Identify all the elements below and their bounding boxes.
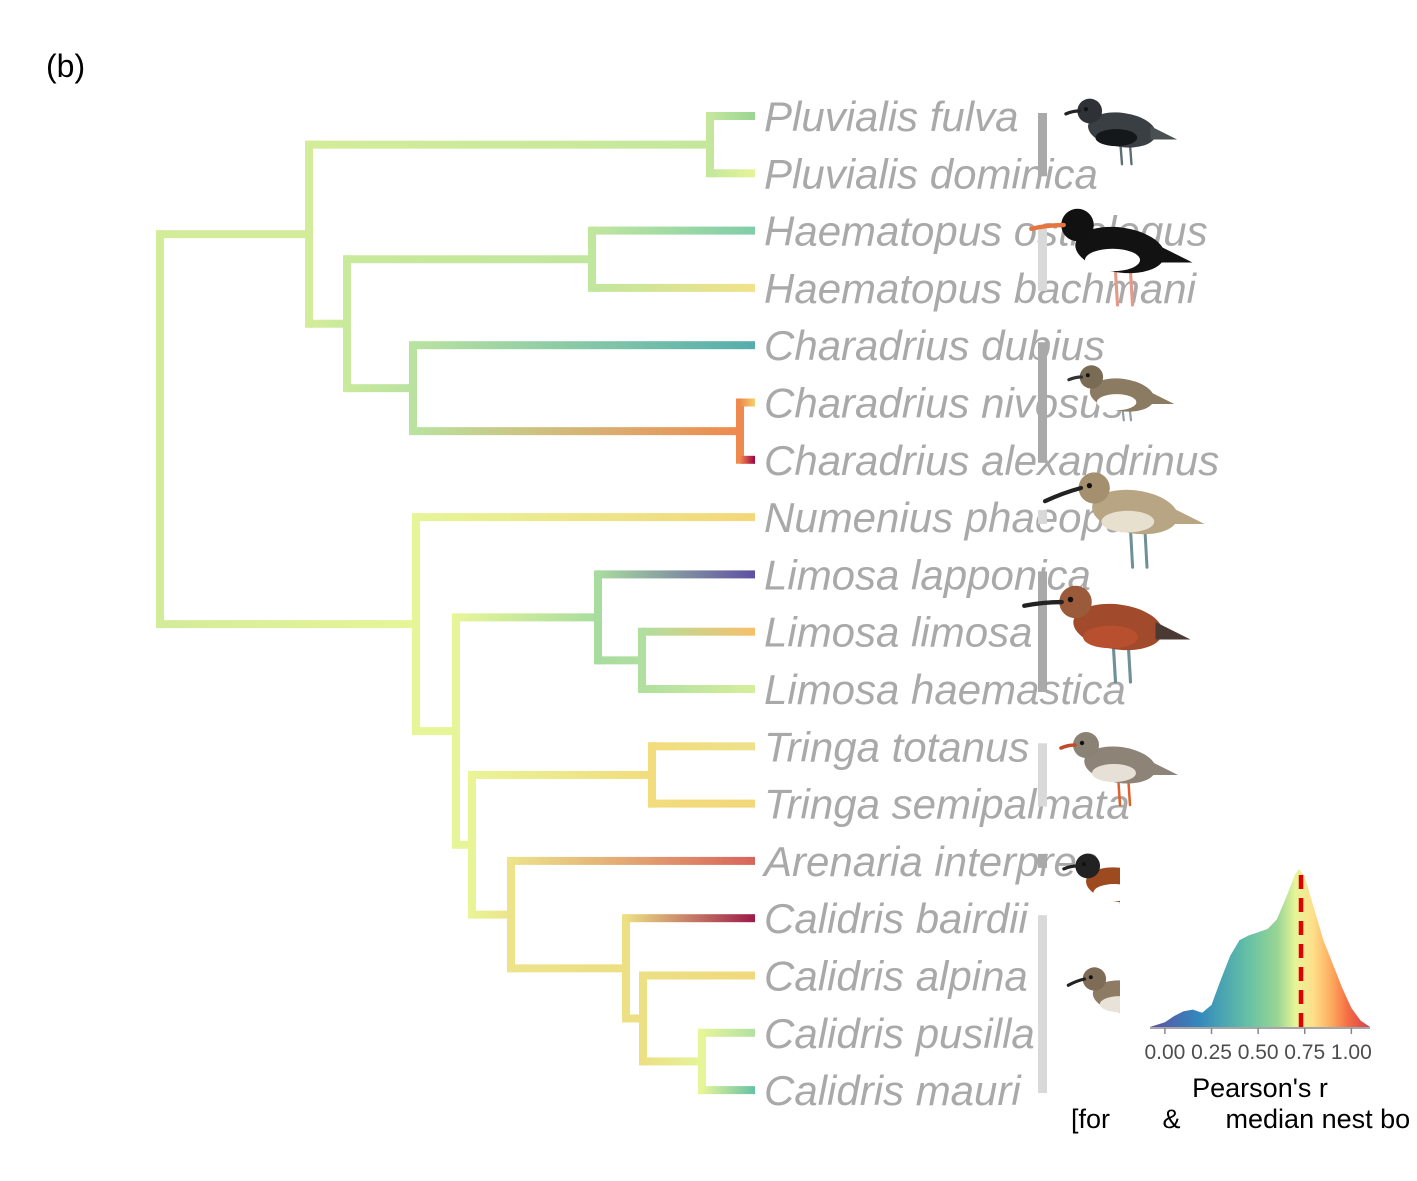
branch-tip-14 [626, 914, 755, 923]
genus-bar-pluvialis [1038, 113, 1047, 177]
branch-n_upper [160, 230, 309, 239]
density-area [1150, 869, 1370, 1027]
density-x-tick-label: 0.75 [1284, 1041, 1325, 1064]
tip-label: Tringa semipalmata [764, 781, 1130, 828]
panel-label: (b) [46, 48, 85, 84]
tip-label: Calidris alpina [764, 953, 1028, 1000]
branch-n_ltac [416, 727, 456, 736]
density-x-label: Pearson's r [1192, 1073, 1328, 1103]
branch-n_cal2 [626, 1014, 643, 1023]
density-x-tick-label: 0.00 [1144, 1041, 1185, 1064]
tip-label: Charadrius alexandrinus [764, 437, 1219, 484]
branch-tip-1 [710, 169, 755, 178]
genus-bar-calidris [1038, 915, 1047, 1094]
branch-tip-8 [598, 570, 755, 579]
density-x-tick-label: 0.50 [1238, 1041, 1279, 1064]
genus-bar-charadrius [1038, 342, 1047, 463]
branch-n_cal [511, 964, 626, 973]
branch-tip-2 [592, 226, 755, 235]
branch-n_cal3 [643, 1057, 702, 1066]
genus-bars [1038, 113, 1047, 1094]
turnstone-illustration [1062, 853, 1120, 906]
branch-tip-0 [710, 112, 755, 120]
dunlin-illustration [1066, 967, 1120, 1014]
branch-n_pluv [309, 140, 710, 149]
branch-n_char [347, 384, 413, 393]
branch-tip-13 [511, 856, 755, 865]
branch-tip-15 [643, 971, 755, 980]
genus-bar-numenius [1038, 510, 1047, 525]
clipped-birds [1062, 853, 1120, 1014]
plover-illustration [1067, 365, 1175, 422]
golden-plover-illustration [1064, 98, 1178, 166]
tip-label: Calidris pusilla [764, 1010, 1035, 1057]
oystercatcher-illustration [1029, 208, 1193, 307]
whimbrel-illustration [1042, 472, 1205, 569]
genus-bar-tringa [1038, 743, 1047, 807]
tip-label: Limosa lapponica [764, 551, 1091, 598]
branch-tip-7 [416, 513, 755, 522]
branch-tip-6 [740, 455, 755, 464]
tip-label: Calidris bairdii [764, 895, 1029, 942]
genus-bar-haematopus [1038, 227, 1047, 291]
branch-n_tac [456, 840, 472, 849]
tip-label: Charadrius nivosus [764, 380, 1124, 427]
branch-tip-4 [413, 341, 755, 350]
branch-n_limosa [456, 613, 598, 622]
branch-tip-3 [592, 283, 755, 292]
genus-bar-limosa [1038, 571, 1047, 692]
phylogenetic-tree [156, 112, 755, 1095]
branch-n_ac [472, 910, 511, 919]
redshank-illustration [1059, 732, 1178, 807]
branch-n_hc [309, 319, 347, 328]
branch-n_haem [347, 255, 592, 264]
branch-n_limosa2 [598, 656, 642, 665]
tip-label: Calidris mauri [764, 1067, 1022, 1114]
tip-label: Tringa totanus [764, 723, 1029, 770]
density-x-label-line2: [for & median nest bo [1071, 1104, 1410, 1134]
branch-tip-12 [652, 799, 755, 808]
genus-bar-arenaria [1038, 853, 1047, 868]
density-x-tick-label: 1.00 [1331, 1041, 1372, 1064]
tip-label: Numenius phaeopus [764, 494, 1149, 541]
branch-tip-5 [740, 398, 755, 407]
tip-label: Limosa limosa [764, 609, 1032, 656]
branch-tip-11 [652, 742, 755, 751]
branch-tip-16 [702, 1028, 755, 1037]
branch-tip-17 [702, 1086, 755, 1095]
branch-tip-10 [642, 685, 755, 693]
branch-n_char2 [413, 427, 740, 436]
tip-label: Arenaria interpres [761, 838, 1098, 885]
tip-label: Pluvialis fulva [764, 93, 1018, 140]
branch-tip-9 [642, 627, 755, 636]
branch-n_tringa [472, 770, 652, 779]
tip-label: Pluvialis dominica [764, 150, 1098, 197]
godwit-illustration [1022, 585, 1191, 684]
tip-label: Charadrius dubius [764, 322, 1105, 369]
tip-label: Limosa haemastica [764, 666, 1126, 713]
bird-illustrations [1022, 98, 1205, 1014]
density-x-tick-label: 0.25 [1191, 1041, 1232, 1064]
branch-n_lower [160, 620, 416, 629]
